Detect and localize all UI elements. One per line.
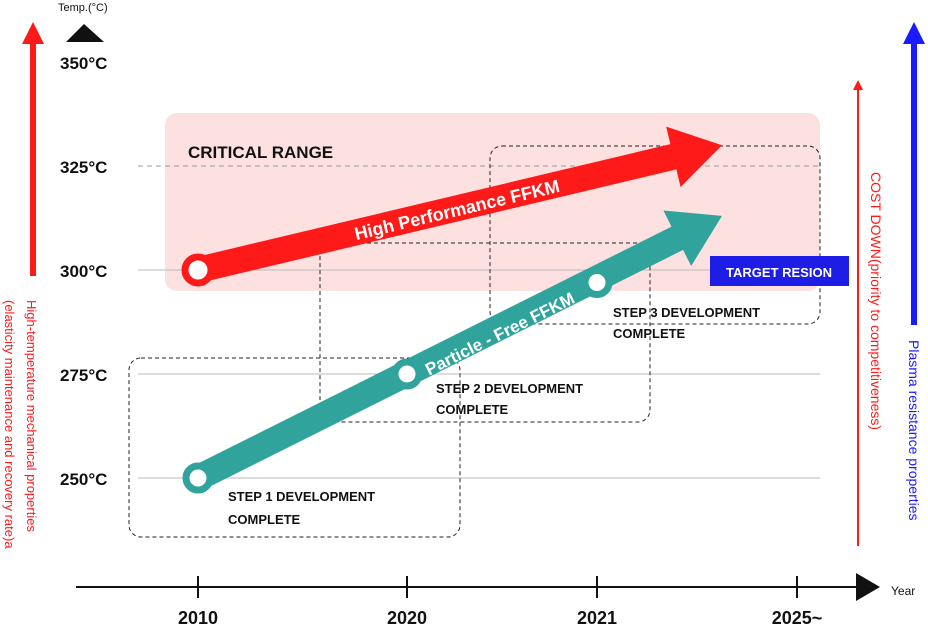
step1-label-line1: STEP 1 DEVELOPMENT <box>228 489 375 504</box>
particle-free-point-2010 <box>182 462 214 494</box>
plasma-label: Plasma resistance properties <box>906 340 922 521</box>
x-axis-title: Year <box>891 584 915 598</box>
step2-label-line2: COMPLETE <box>436 402 509 417</box>
step3-label-line1: STEP 3 DEVELOPMENT <box>613 305 760 320</box>
x-tick-label-2025~: 2025~ <box>772 608 823 626</box>
target-region-label: TARGET RESION <box>726 265 832 280</box>
step3-label-line2: COMPLETE <box>613 326 686 341</box>
left-arrow-up-icon <box>22 22 44 44</box>
step2-label-line1: STEP 2 DEVELOPMENT <box>436 381 583 396</box>
particle-free-ffkm-label: Particle - Free FFKM <box>422 289 578 380</box>
particle-free-point-2020 <box>391 358 423 390</box>
y-tick-label-325: 325°C <box>60 158 107 177</box>
x-tick-label-2010: 2010 <box>178 608 218 626</box>
left-axis-label-line1: High-temperature mechanical properties <box>24 300 39 532</box>
y-tick-label-300: 300°C <box>60 262 107 281</box>
step3-box <box>489 145 821 325</box>
y-tick-label-350: 350°C <box>60 54 107 73</box>
particle-free-point-2021 <box>581 266 613 298</box>
x-axis-ticks: 2010 2020 2021 2025~ <box>178 576 822 626</box>
temp-up-triangle-icon <box>66 24 104 42</box>
y-axis-ticks: 250°C 275°C 300°C 325°C 350°C <box>60 54 107 489</box>
cost-down-label: COST DOWN(priority to competitiveness) <box>868 172 884 430</box>
y-axis-title: Temp.(°C) <box>58 2 108 14</box>
x-axis-arrow-icon <box>856 573 880 601</box>
critical-range-label: CRITICAL RANGE <box>188 143 333 162</box>
high-performance-ffkm-arrow <box>194 126 723 283</box>
x-tick-label-2020: 2020 <box>387 608 427 626</box>
y-tick-label-250: 250°C <box>60 470 107 489</box>
step1-box <box>128 357 461 538</box>
high-performance-point-2010 <box>181 253 215 287</box>
left-axis-label-line2: (elasticity maintenance and recovery rat… <box>2 300 17 549</box>
target-region-badge <box>710 256 849 286</box>
y-tick-label-275: 275°C <box>60 366 107 385</box>
step2-box <box>319 242 651 423</box>
step1-label-line2: COMPLETE <box>228 512 301 527</box>
x-tick-label-2021: 2021 <box>577 608 617 626</box>
cost-arrow-up-icon <box>853 80 863 90</box>
plasma-arrow-up-icon <box>903 22 925 44</box>
